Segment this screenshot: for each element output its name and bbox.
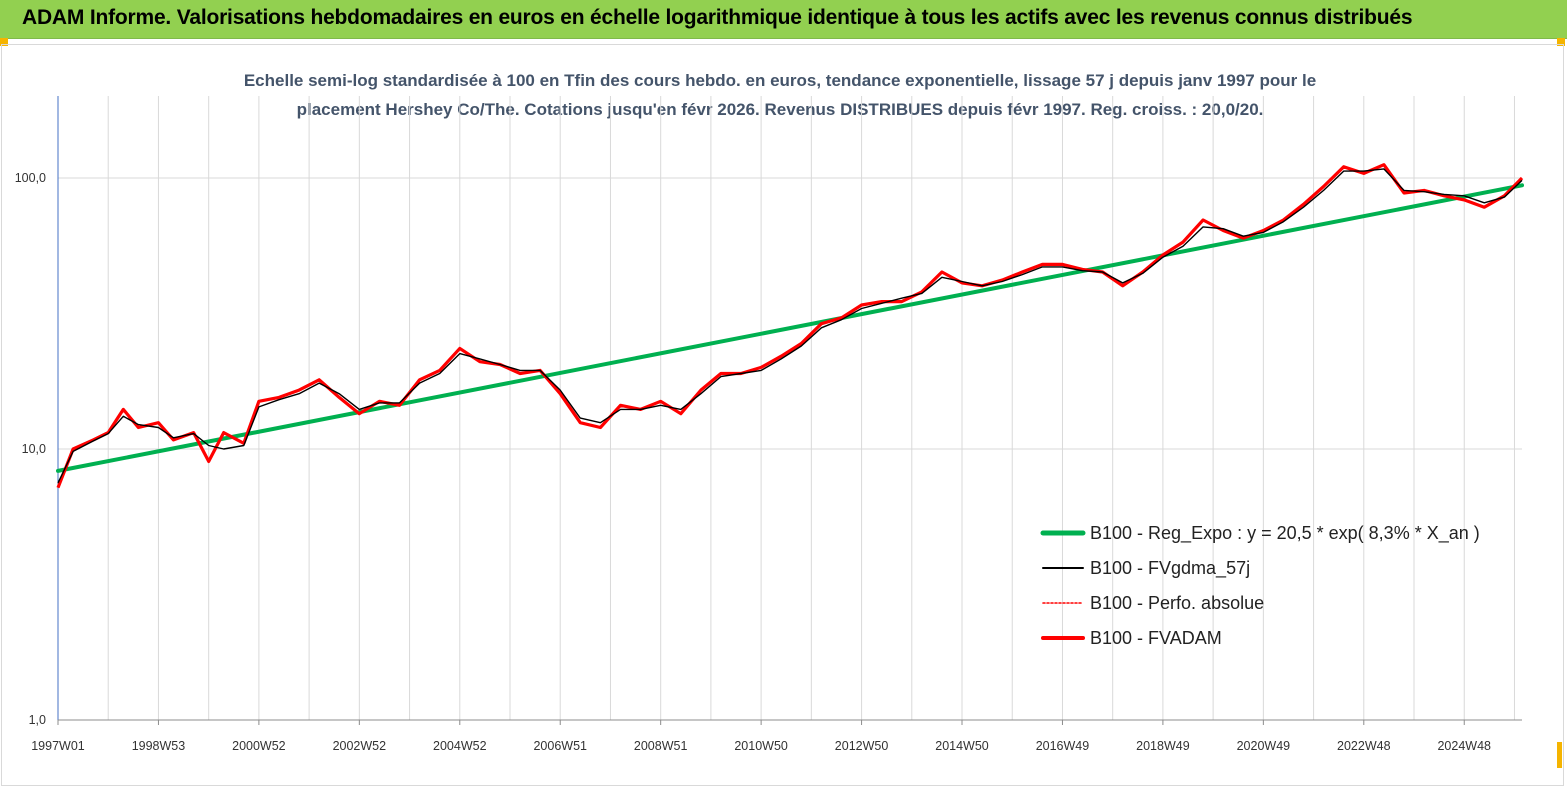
- x-tick-label: 2018W49: [1136, 739, 1190, 753]
- x-tick-label: 2006W51: [533, 739, 587, 753]
- x-tick-label: 2022W48: [1337, 739, 1391, 753]
- y-tick-label: 10,0: [22, 442, 46, 456]
- legend-label: B100 - FVADAM: [1090, 628, 1222, 648]
- series-layer: [56, 163, 1524, 489]
- x-tick-label: 2004W52: [433, 739, 487, 753]
- report-title: ADAM Informe. Valorisations hebdomadaire…: [22, 6, 1413, 29]
- report-header: ADAM Informe. Valorisations hebdomadaire…: [0, 0, 1567, 39]
- series-fvadam-line: [56, 163, 1524, 489]
- x-tick-label: 2016W49: [1036, 739, 1090, 753]
- chart-title-line-1: Echelle semi-log standardisée à 100 en T…: [243, 71, 1317, 90]
- x-tick-label: 1998W53: [132, 739, 186, 753]
- y-tick-label: 100,0: [15, 171, 46, 185]
- x-tick-label: 2020W49: [1237, 739, 1291, 753]
- chart-title: Echelle semi-log standardisée à 100 en T…: [180, 66, 1380, 124]
- axes-layer: 1,0 10,0 100,0 1997W01 1998W53 2000W52 2002W52…: [15, 96, 1522, 753]
- corner-mark-top-left: [0, 38, 8, 46]
- x-tick-label: 2008W51: [634, 739, 688, 753]
- y-tick-label: 1,0: [29, 713, 46, 727]
- chart-title-line-2: placement Hershey Co/The. Cotations jusq…: [296, 100, 1264, 119]
- chart-frame: [1, 44, 1564, 786]
- grid-layer: [58, 96, 1522, 720]
- legend-label: B100 - Reg_Expo : y = 20,5 * exp( 8,3% *…: [1090, 523, 1480, 544]
- x-tick-label: 2014W50: [935, 739, 989, 753]
- legend-label: B100 - FVgdma_57j: [1090, 558, 1250, 579]
- chart-legend: B100 - Reg_Expo : y = 20,5 * exp( 8,3% *…: [1040, 523, 1480, 648]
- corner-mark-bottom-right: [1557, 742, 1562, 768]
- x-tick-label: 2002W52: [333, 739, 387, 753]
- x-tick-label: 2000W52: [232, 739, 286, 753]
- series-fvgdma-line: [57, 168, 1523, 484]
- x-tick-label: 1997W01: [31, 739, 85, 753]
- x-tick-label: 2012W50: [835, 739, 889, 753]
- series-reg-expo-line: [56, 183, 1524, 473]
- legend-label: B100 - Perfo. absolue: [1090, 593, 1264, 613]
- x-tick-label: 2024W48: [1437, 739, 1491, 753]
- corner-mark-top-right: [1557, 38, 1565, 46]
- x-tick-label: 2010W50: [734, 739, 788, 753]
